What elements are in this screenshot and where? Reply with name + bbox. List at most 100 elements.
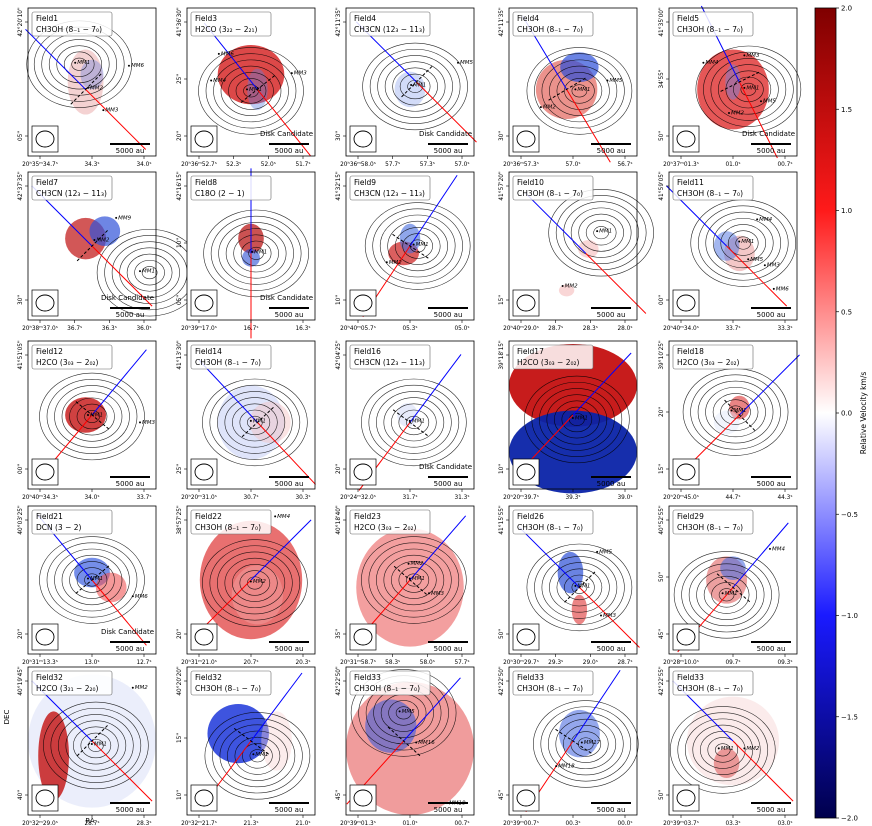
source-label: MM3 xyxy=(142,420,155,426)
velocity-map-panel: MM1 MM3 MM4 MM6 Field3 H2CO (3₂₂ − 2₂₁) 5000 a… xyxy=(177,7,316,168)
velocity-map-panel: MM1 Field16 CH3CN (12₃ − 11₃) 5000 au Disk C… xyxy=(336,340,475,501)
y-tick-label: 42°22'55" xyxy=(659,666,665,696)
blue-outflow-line xyxy=(739,354,800,416)
source-marker xyxy=(428,592,431,595)
intensity-contour xyxy=(76,403,108,430)
intensity-contour xyxy=(202,539,308,627)
intensity-contour xyxy=(227,730,288,781)
intensity-contour xyxy=(556,568,603,607)
x-tick-label: 29.0ˢ xyxy=(583,660,598,666)
source-marker xyxy=(415,741,418,744)
panel-field-name: Field12 xyxy=(36,347,63,356)
scale-bar-label: 5000 au xyxy=(434,806,463,814)
source-marker xyxy=(747,258,750,261)
scale-bar-label: 5000 au xyxy=(434,480,463,488)
panel-title-box xyxy=(672,175,754,201)
scale-bar-label: 5000 au xyxy=(116,806,145,814)
intensity-contour xyxy=(368,542,460,618)
source-marker xyxy=(115,216,118,219)
beam-ellipse xyxy=(516,628,536,646)
disk-axis-line xyxy=(392,408,428,436)
panel-frame xyxy=(345,505,475,655)
panel-field-name: Field33 xyxy=(517,673,544,682)
panel-title-box xyxy=(349,11,431,37)
x-tick-label: 16.7ˢ xyxy=(243,326,258,332)
x-tick-label: 57.3ˢ xyxy=(420,162,435,168)
y-tick-label: 15" xyxy=(177,733,183,743)
x-tick-label: 20ʰ36ᵐ58.0ˢ xyxy=(340,161,376,168)
y-tick-label: 50" xyxy=(499,629,505,639)
intensity-contour xyxy=(710,58,787,121)
x-tick-label: 20ʰ36ᵐ52.7ˢ xyxy=(181,161,217,168)
source-marker xyxy=(561,284,564,287)
x-tick-label: 00.7ˢ xyxy=(777,162,792,168)
panel-title-box xyxy=(672,509,754,535)
red-outflow-line xyxy=(91,245,153,307)
blue-outflow-line xyxy=(409,174,458,247)
source-marker xyxy=(131,686,134,689)
intensity-contour xyxy=(549,65,610,116)
panel-title-box xyxy=(349,670,431,696)
intensity-contour xyxy=(224,557,286,609)
x-tick-label: 20ʰ39ᵐ01.3ˢ xyxy=(340,820,376,826)
y-tick-label: 38°57'25" xyxy=(177,505,183,535)
disk-axis-line xyxy=(76,230,108,262)
intensity-contour xyxy=(384,61,446,112)
intensity-contour xyxy=(555,718,617,770)
source-marker xyxy=(539,106,542,109)
intensity-contour xyxy=(248,246,264,260)
velocity-map-panel: MM1 MM3 MM5 Field26 CH3OH (8₋₁ − 7₀) 5000 au 2… xyxy=(499,505,640,666)
velocity-region xyxy=(89,216,121,246)
source-label: MM4 xyxy=(705,60,718,66)
intensity-contour xyxy=(361,378,467,467)
x-tick-label: 57.7ˢ xyxy=(454,660,469,666)
x-tick-label: 09.3ˢ xyxy=(777,660,792,666)
blue-outflow-line xyxy=(409,354,462,423)
intensity-contour xyxy=(239,409,271,436)
x-tick-label: 20ʰ40ᵐ34.0ˢ xyxy=(663,325,699,332)
panel-title-box xyxy=(349,344,431,370)
disk-axis-line xyxy=(76,725,108,757)
source-marker xyxy=(93,239,96,242)
source-marker xyxy=(756,218,759,221)
scale-bar-label: 5000 au xyxy=(757,311,786,319)
x-tick-label: 29.3ˢ xyxy=(548,660,563,666)
intensity-contour xyxy=(372,208,463,284)
source-marker xyxy=(87,413,89,416)
intensity-contour xyxy=(134,259,165,286)
intensity-contour xyxy=(364,202,471,290)
scale-bar-label: 5000 au xyxy=(597,806,626,814)
intensity-contour xyxy=(198,47,304,135)
y-tick-label: 40" xyxy=(18,790,24,800)
x-tick-label: 51.7ˢ xyxy=(295,162,310,168)
panel-line-name: CH3OH (8₋₁ − 7₀) xyxy=(195,358,261,367)
disk-axis-line xyxy=(391,233,429,259)
scale-bar-label: 5000 au xyxy=(275,645,304,653)
disk-candidate-label: Disk Candidate xyxy=(419,130,472,138)
source-marker xyxy=(74,61,77,64)
x-tick-label: 20ʰ36ᵐ57.3ˢ xyxy=(503,161,539,168)
x-tick-label: 03.3ˢ xyxy=(725,821,740,826)
intensity-contour xyxy=(76,567,108,593)
intensity-contour xyxy=(219,724,296,788)
intensity-contour xyxy=(212,718,303,794)
panel-grid: MM1 MM2 MM3 MM6 Field1 CH3OH (8₋₁ − 7₀) 5000 a… xyxy=(18,5,802,826)
beam-ellipse xyxy=(353,130,373,148)
y-tick-label: 20" xyxy=(18,629,24,639)
disk-axis-line xyxy=(719,71,760,93)
beam-ellipse xyxy=(194,789,214,807)
panel-line-name: CH3OH (8₋₁ − 7₀) xyxy=(677,25,743,34)
intensity-contour xyxy=(228,71,274,110)
disk-axis-line xyxy=(386,725,421,757)
scale-bar-label: 5000 au xyxy=(597,147,626,155)
y-tick-label: 41°15'55" xyxy=(499,505,505,535)
velocity-map-panel: MM1 MM2 MM9 Field7 CH3CN (12₃ − 11₃) 5000 au D… xyxy=(18,171,203,332)
scale-bar-label: 5000 au xyxy=(597,645,626,653)
panel-line-name: H2CO (3₂₂ − 2₂₁) xyxy=(195,25,257,34)
panel-title-box xyxy=(190,509,272,535)
intensity-contour xyxy=(88,738,104,752)
colorbar-tick-label: −2.0 xyxy=(841,815,858,823)
velocity-region xyxy=(729,395,750,420)
beam-ellipse xyxy=(676,789,696,807)
